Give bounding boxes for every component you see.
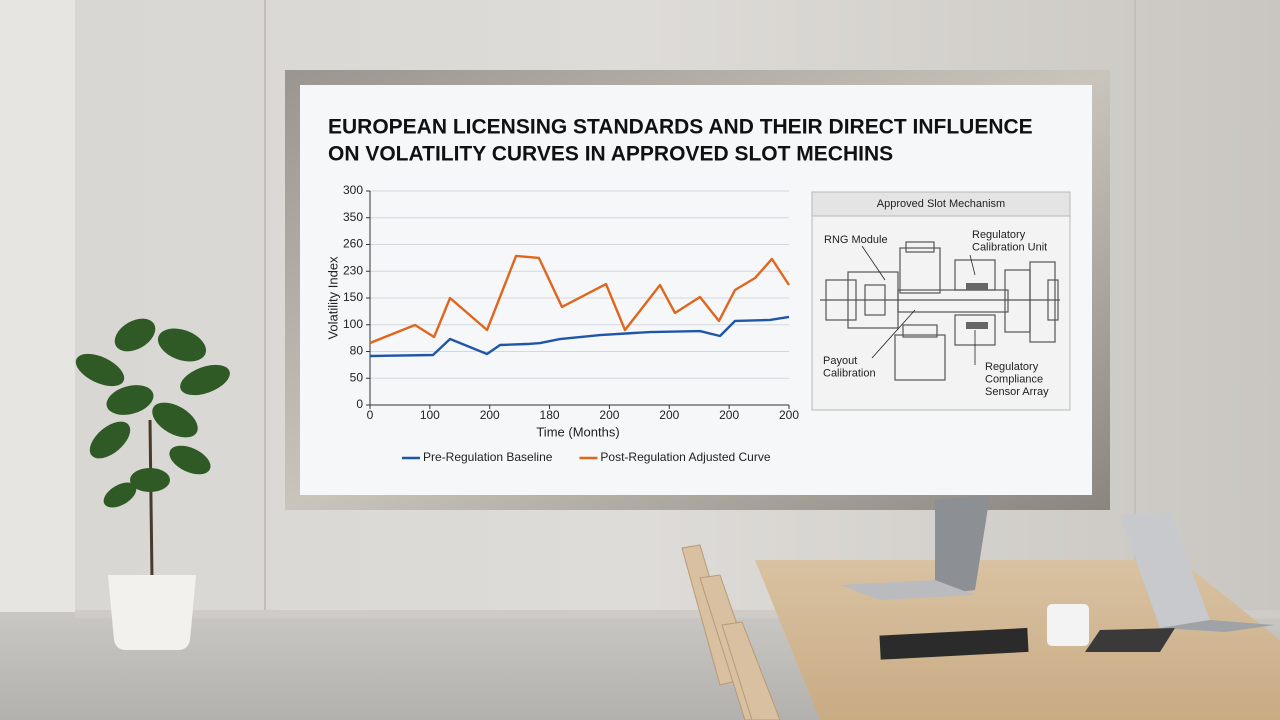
laptop-screen <box>1120 512 1210 628</box>
diagram-label: Compliance <box>985 373 1043 385</box>
window <box>0 0 75 630</box>
y-tick-label: 300 <box>343 183 363 197</box>
x-tick-label: 200 <box>599 408 619 422</box>
y-tick-label: 100 <box>343 317 363 331</box>
title-line: ON VOLATILITY CURVES IN APPROVED SLOT ME… <box>328 143 893 166</box>
laptop-screen <box>935 495 990 595</box>
diagram-label: Payout <box>823 355 857 367</box>
plant-leaves <box>75 318 230 508</box>
y-tick-label: 350 <box>343 210 363 224</box>
title-line: EUROPEAN LICENSING STANDARDS AND THEIR D… <box>328 116 1033 139</box>
diagram-label: Calibration Unit <box>972 241 1047 253</box>
mechanism-part <box>966 322 988 329</box>
x-tick-label: 100 <box>420 408 440 422</box>
y-tick-label: 230 <box>343 263 363 277</box>
diagram-header <box>811 191 1071 217</box>
notebook <box>879 627 1029 660</box>
legend-label: Post-Regulation Adjusted Curve <box>600 450 770 464</box>
laptop-base <box>1160 620 1275 632</box>
y-tick-label: 80 <box>350 344 364 358</box>
x-tick-label: 200 <box>659 408 679 422</box>
diagram-label: Regulatory <box>985 361 1039 373</box>
legend: Pre-Regulation Baseline Post-Regulation A… <box>402 450 771 464</box>
diagram-panel <box>811 191 1071 411</box>
baseboard <box>75 610 1280 618</box>
leader-lines <box>861 245 976 365</box>
y-tick-label: 260 <box>343 237 363 251</box>
x-axis-label: Time (Months) <box>536 424 619 439</box>
x-tick-label: 180 <box>540 408 560 422</box>
y-tick-label: 0 <box>356 397 363 411</box>
laptop-base <box>840 580 975 600</box>
mechanism-part <box>966 283 988 290</box>
diagram-label: Sensor Array <box>985 386 1049 398</box>
x-tick-label: 0 <box>367 408 374 422</box>
y-tick-label: 150 <box>343 290 363 304</box>
y-tick-label: 50 <box>350 370 364 384</box>
plot: 0 50 80 100 150 230 260 350 300 0 100 200 180 200 200 2… <box>343 183 799 422</box>
plant-pot <box>108 575 196 650</box>
plant-stem <box>148 419 154 581</box>
x-tick-label: 200 <box>480 408 500 422</box>
diagram-label: Regulatory <box>972 229 1026 241</box>
legend-label: Pre-Regulation Baseline <box>423 450 553 464</box>
diagram-title: Approved Slot Mechanism <box>877 198 1005 210</box>
phone <box>1085 628 1175 652</box>
diagram-label: RNG Module <box>824 234 888 246</box>
diagram-label: Calibration <box>823 367 876 379</box>
x-tick-label: 200 <box>719 408 739 422</box>
mug <box>1047 604 1089 646</box>
mechanism <box>820 241 1060 381</box>
x-tick-label: 200 <box>779 408 799 422</box>
data-line <box>369 315 790 358</box>
chairs <box>681 544 781 720</box>
y-axis-label: Volatility Index <box>325 256 340 340</box>
data-line <box>369 254 791 345</box>
